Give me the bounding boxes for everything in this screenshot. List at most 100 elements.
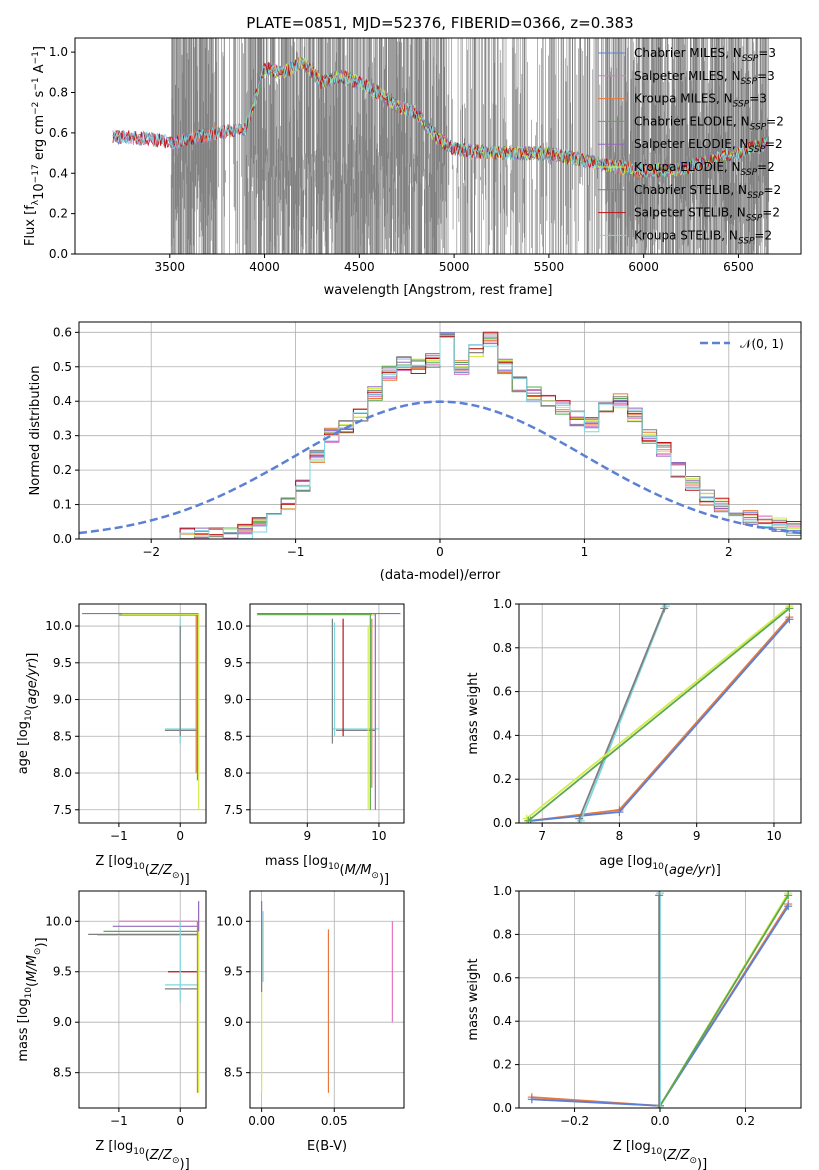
y-tick-label: 9.5 [224, 656, 243, 670]
x-tick-label: 0 [176, 829, 184, 843]
axes-frame [249, 890, 405, 1109]
y-tick-label: 9.0 [53, 693, 72, 707]
mass-weight-line [527, 607, 790, 822]
y-tick-label: 0.2 [49, 207, 68, 221]
plot-area [522, 604, 794, 823]
histogram-step-series [179, 334, 801, 539]
y-tick-label: 9.5 [224, 965, 243, 979]
legend-entry: Chabrier MILES, NSSP=3 [634, 46, 776, 64]
y-tick-label: 0.0 [49, 247, 68, 261]
legend-entry: Kroupa ELODIE, NSSP=2 [634, 160, 775, 178]
y-tick-label: 1.0 [493, 597, 512, 611]
x-axis-label: Z [log10(Z/Z⊙)] [95, 1139, 189, 1170]
y-tick-label: 0.1 [53, 498, 72, 512]
axes-frame [78, 890, 207, 1109]
y-axis-label: mass [log10(M/M⊙)] [16, 937, 49, 1061]
y-tick-label: 9.5 [53, 965, 72, 979]
axes-frame [518, 603, 802, 824]
spectrum-series-line [112, 57, 768, 178]
spectrum-series-line [245, 58, 767, 177]
plot-area [112, 38, 770, 254]
axes-frame [78, 603, 207, 824]
y-tick-label: 0.3 [53, 429, 72, 443]
x-tick-label: 8 [616, 829, 624, 843]
spectrum-noise-spikes [170, 38, 770, 254]
histogram-step-series [179, 335, 801, 539]
mass-weight-line [659, 894, 789, 1107]
spectrum-title: PLATE=0851, MJD=52376, FIBERID=0366, z=0… [246, 14, 633, 32]
y-tick-label: 0.6 [493, 971, 512, 985]
x-axis-label: age [log10(age/yr)] [599, 854, 721, 878]
y-tick-label: 8.5 [224, 1066, 243, 1080]
x-tick-label: −1 [287, 545, 305, 559]
legend-entry: Kroupa STELIB, NSSP=2 [634, 228, 772, 246]
y-tick-label: 0.8 [49, 86, 68, 100]
y-tick-label: 10.0 [45, 914, 72, 928]
legend-entry: 𝒩(0, 1) [740, 337, 784, 351]
y-axis-label: Flux [fλ10−17 erg cm−2 s−1 A−1] [23, 46, 47, 246]
x-tick-label: 0 [436, 545, 444, 559]
y-tick-label: 0.4 [49, 166, 68, 180]
x-tick-label: 6000 [628, 260, 659, 274]
x-tick-label: 10 [371, 829, 386, 843]
y-tick-label: 10.0 [216, 914, 243, 928]
y-tick-label: 8.0 [224, 766, 243, 780]
plot-area [257, 612, 401, 810]
y-tick-label: 0.6 [49, 126, 68, 140]
y-tick-label: 0.2 [493, 1058, 512, 1072]
x-axis-label: Z [log10(Z/Z⊙)] [613, 1139, 707, 1170]
mass-vs-ebv-panel: 0.00 0.05 8.5 9.0 9.5 10.0 E(B-V) [216, 890, 405, 1154]
plot-area [82, 612, 200, 810]
y-tick-label: 1.0 [49, 45, 68, 59]
plot-area [261, 901, 393, 1093]
x-axis-label: (data-model)/error [380, 568, 501, 583]
x-tick-label: 9 [303, 829, 311, 843]
histogram-step-series [179, 337, 801, 539]
y-tick-label: 0.5 [53, 360, 72, 374]
x-tick-label: 2 [725, 545, 733, 559]
y-tick-label: 0.8 [493, 641, 512, 655]
y-tick-label: 8.5 [53, 1066, 72, 1080]
x-tick-label: 0.00 [248, 1114, 275, 1128]
residual-histogram-panel: −2 −1 0 1 2 0.0 0.1 0.2 0.3 0.4 0.5 0.6 𝒩(0, 1) (data… [28, 321, 802, 583]
x-tick-label: 6500 [723, 260, 754, 274]
x-tick-label: 4000 [249, 260, 280, 274]
x-tick-label: 10 [766, 829, 781, 843]
mass-weight-line [526, 605, 790, 820]
x-tick-label: 3500 [155, 260, 186, 274]
histogram-step-series [179, 333, 801, 539]
y-tick-label: 8.5 [53, 729, 72, 743]
y-axis-label: mass weight [466, 672, 481, 754]
y-tick-label: 10.0 [216, 619, 243, 633]
x-tick-label: −1 [110, 1114, 128, 1128]
mass-weight-line [578, 608, 666, 819]
histogram-step-series [179, 333, 801, 539]
histogram-step-series [180, 333, 801, 539]
age-vs-metallicity-panel: −1 0 7.5 8.0 8.5 9.0 9.5 10.0 Z [log10(Z/Z⊙)] age… [16, 603, 207, 887]
y-tick-label: 8.0 [53, 766, 72, 780]
x-axis-label: E(B-V) [307, 1139, 347, 1154]
y-tick-label: 9.0 [53, 1015, 72, 1029]
y-tick-label: 0.0 [493, 1101, 512, 1115]
y-tick-label: 0.2 [53, 463, 72, 477]
x-tick-label: −2 [142, 545, 160, 559]
y-tick-label: 0.2 [493, 772, 512, 786]
mass-weight-line [579, 605, 667, 822]
normal-reference-curve [79, 400, 801, 535]
x-tick-label: −0.2 [560, 1114, 589, 1128]
y-axis-label: Normed distribution [28, 366, 43, 496]
y-tick-label: 0.4 [493, 1014, 512, 1028]
legend-entry: Chabrier STELIB, NSSP=2 [634, 183, 781, 201]
x-axis-label: wavelength [Angstrom, rest frame] [324, 283, 553, 298]
y-tick-label: 8.5 [224, 729, 243, 743]
y-tick-label: 10.0 [45, 619, 72, 633]
y-tick-label: 1.0 [493, 884, 512, 898]
x-tick-label: 5000 [439, 260, 470, 274]
x-tick-label: 1 [581, 545, 589, 559]
plot-area [79, 331, 801, 539]
y-tick-label: 0.4 [493, 728, 512, 742]
spectrum-panel: 3500 4000 4500 5000 5500 6000 6500 0.0 0.2 0.4 0.6… [23, 37, 802, 298]
y-tick-label: 9.0 [224, 693, 243, 707]
legend-entry: Chabrier ELODIE, NSSP=2 [634, 114, 784, 132]
